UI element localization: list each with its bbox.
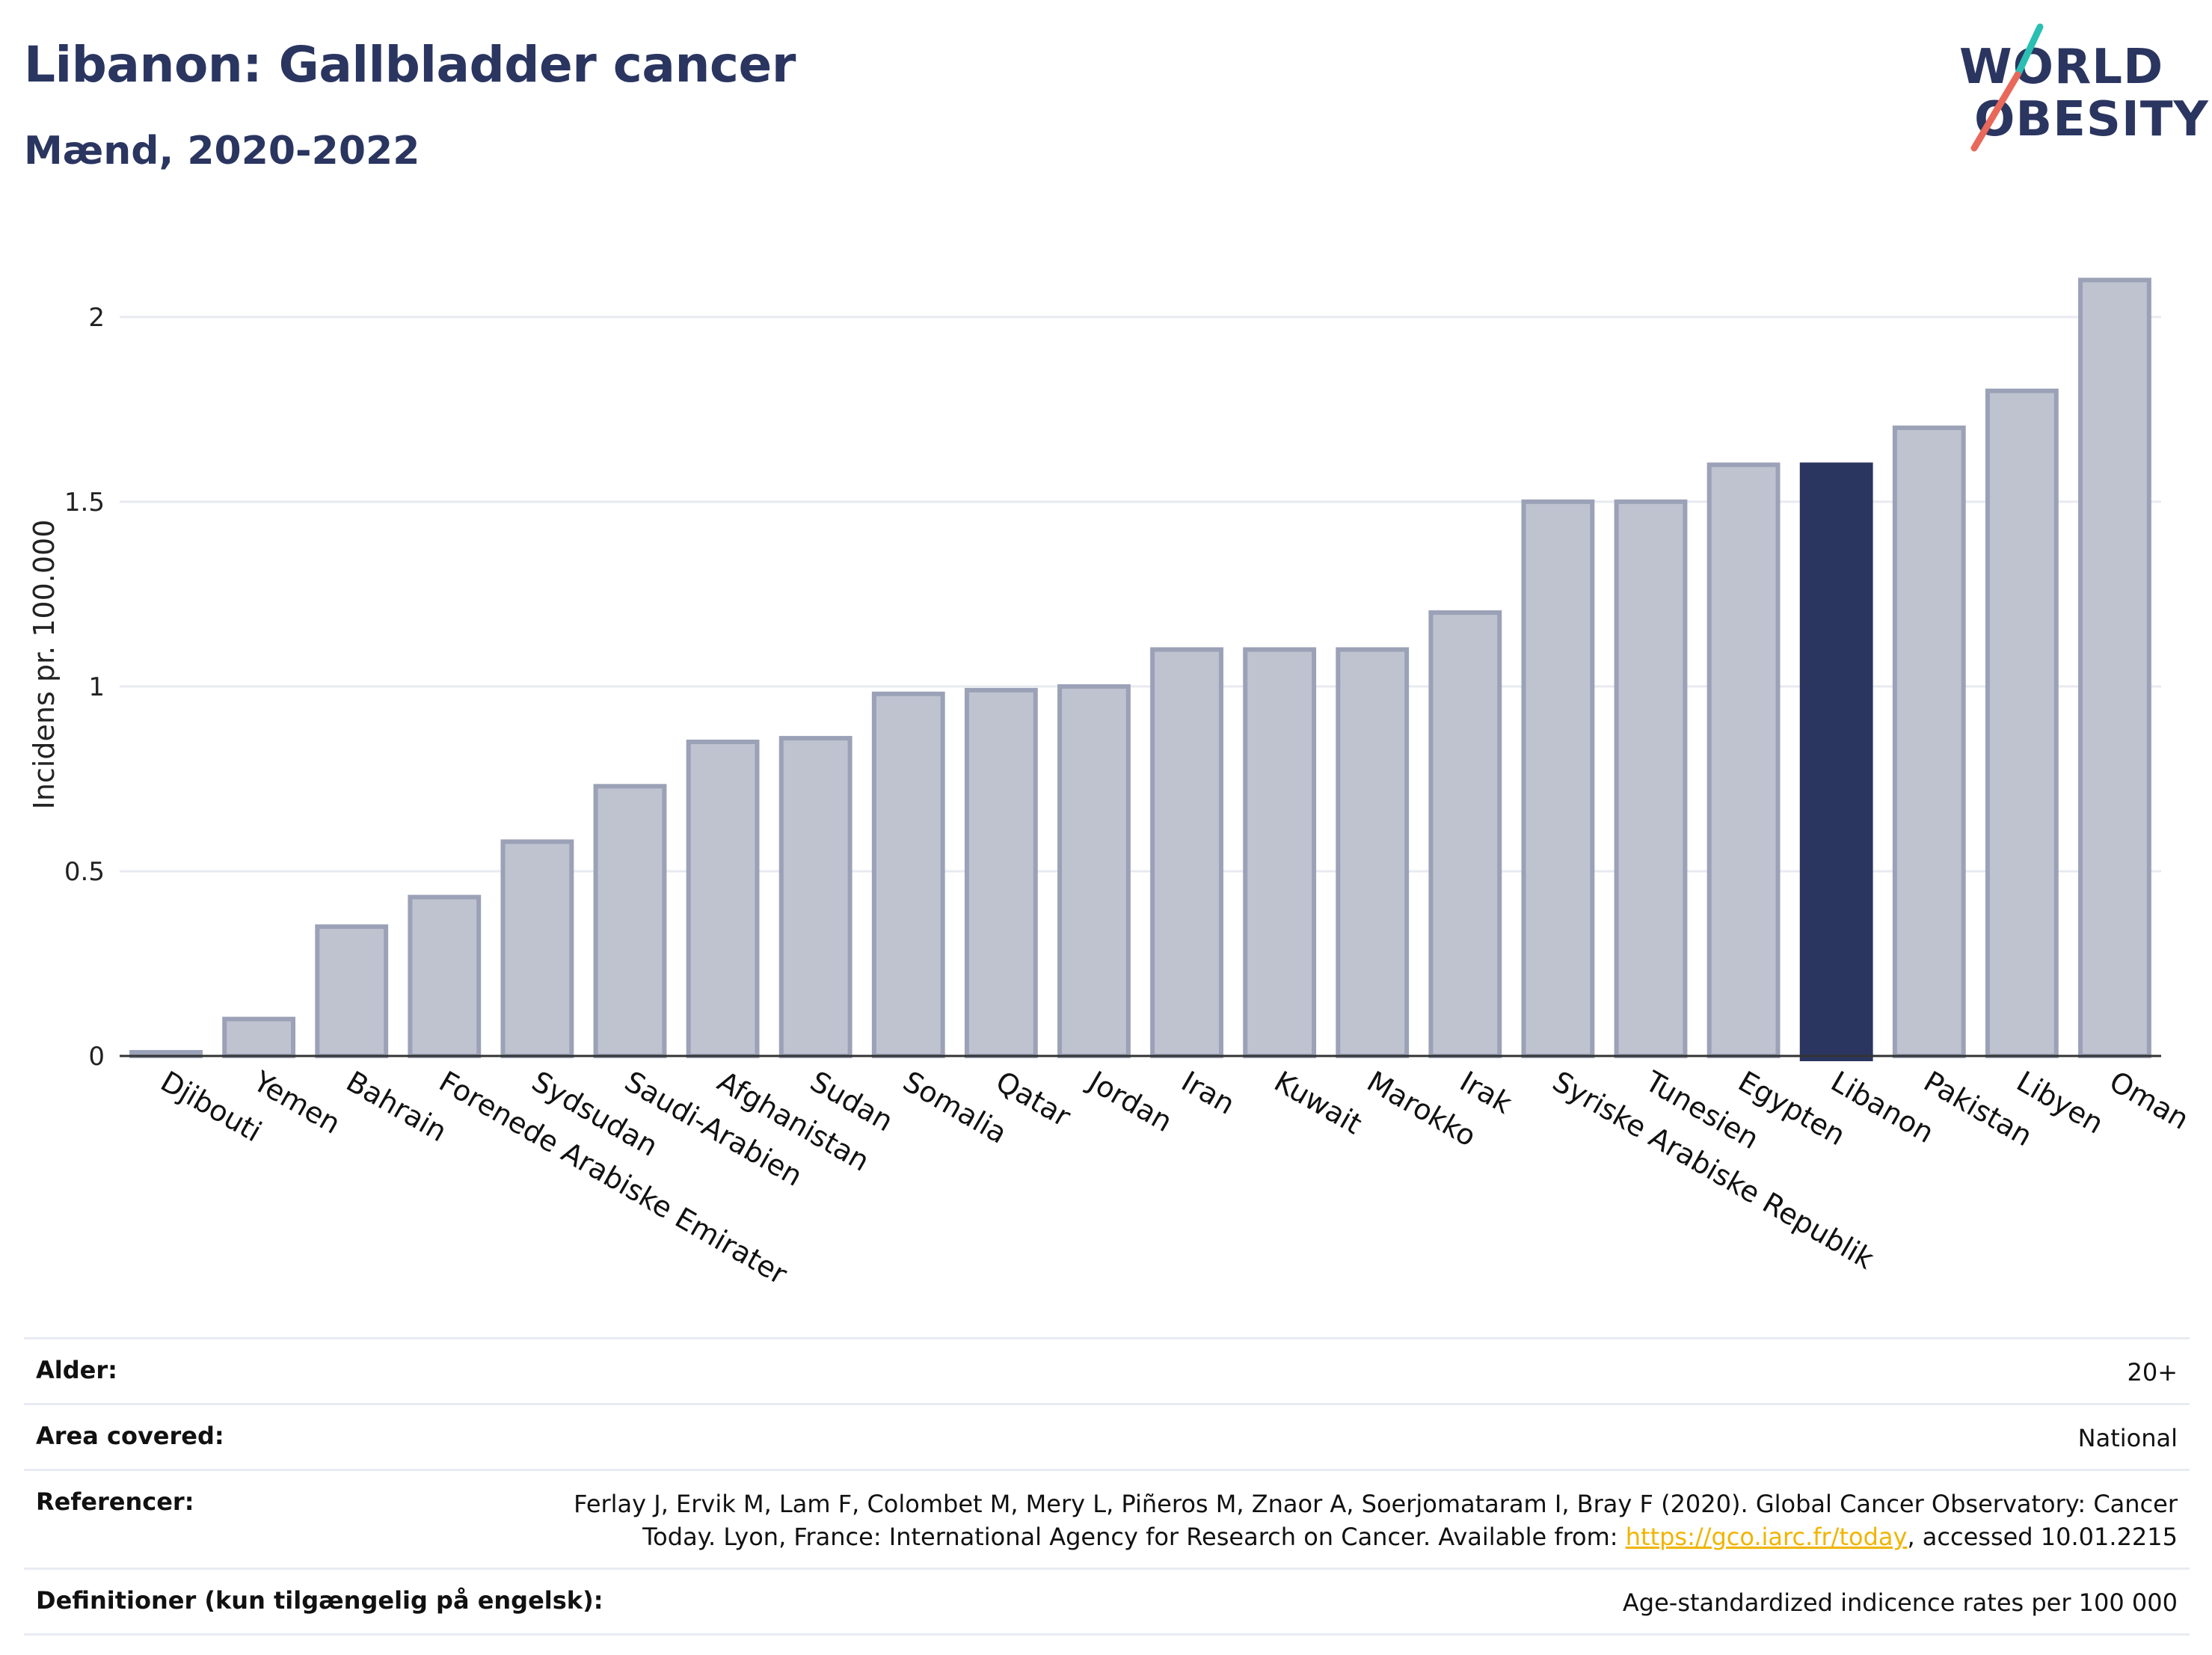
y-tick-label: 0.5 [64, 857, 105, 887]
bar-pakistan [1892, 426, 1966, 1058]
bar-saudi-arabien [593, 784, 667, 1059]
y-axis-ticks: 0 0.5 1 1.5 2 [64, 303, 105, 1072]
world-obesity-logo: WORLD OBESITY [1944, 21, 2208, 156]
area-value: National [2077, 1423, 2178, 1452]
bar-qatar [964, 687, 1038, 1058]
bar-forenede-arabiske-emirater [408, 894, 482, 1058]
bar-libanon [1799, 462, 1873, 1062]
references-value: Ferlay J, Ervik M, Lam F, Colombet M, Me… [574, 1487, 2178, 1555]
info-row-area: Area covered: National [24, 1405, 2190, 1471]
y-axis-title: Incidens pr. 100.000 [28, 520, 61, 810]
bar-marokko [1336, 647, 1410, 1058]
bar-egypten [1706, 462, 1781, 1059]
definitions-value: Age-standardized indicence rates per 100… [1622, 1588, 2178, 1618]
reference-line-1: Ferlay J, Ervik M, Lam F, Colombet M, Me… [574, 1489, 2178, 1518]
bar-afghanistan [686, 740, 760, 1058]
logo-slash-icon [1970, 23, 2044, 152]
bar-oman [2078, 277, 2151, 1059]
reference-line-2-prefix: Today. Lyon, France: International Agenc… [642, 1523, 1626, 1552]
y-tick-label: 2 [88, 303, 105, 333]
x-tick-label: Jordan [1082, 1064, 1178, 1139]
logo-line-obesity: OBESITY [1974, 92, 2209, 147]
age-label: Alder: [36, 1356, 117, 1384]
bar-sudan [778, 736, 852, 1059]
info-row-definitions: Definitioner (kun tilgængelig på engelsk… [24, 1570, 2190, 1636]
info-table: Alder: 20+ Area covered: National Refere… [24, 1337, 2190, 1636]
info-row-age: Alder: 20+ [24, 1339, 2190, 1405]
age-value: 20+ [2127, 1358, 2178, 1387]
chart-subtitle: Mænd, 2020-2022 [24, 129, 420, 174]
bar-syriske-arabiske-republik [1521, 499, 1595, 1058]
x-tick-label: Oman [2104, 1065, 2194, 1136]
chart-title: Libanon: Gallbladder cancer [24, 36, 796, 93]
bar-kuwait [1243, 647, 1317, 1058]
x-tick-label: Syriske Arabiske Republik [1547, 1065, 1879, 1276]
bar-iran [1150, 647, 1223, 1058]
bar-tunesien [1614, 499, 1688, 1058]
x-tick-label: Somalia [897, 1065, 1013, 1150]
y-tick-label: 1 [88, 672, 105, 702]
bar-jordan [1057, 684, 1131, 1059]
x-tick-label: Yemen [248, 1064, 346, 1140]
area-label: Area covered: [36, 1421, 224, 1450]
x-tick-label: Bahrain [341, 1065, 452, 1149]
y-tick-label: 0 [88, 1042, 105, 1072]
info-row-references: Referencer: Ferlay J, Ervik M, Lam F, Co… [24, 1471, 2190, 1570]
bar-bahrain [315, 924, 389, 1058]
reference-line-2-suffix: , accessed 10.01.2215 [1907, 1523, 2178, 1552]
bar-sydsudan [500, 839, 574, 1058]
bar-libyen [1985, 388, 2059, 1058]
x-tick-label: Iran [1176, 1065, 1241, 1121]
bar-somalia [871, 691, 945, 1058]
x-tick-label: Djibouti [156, 1065, 268, 1149]
references-label: Referencer: [36, 1487, 194, 1516]
x-tick-label: Irak [1454, 1065, 1517, 1120]
bar-yemen [222, 1016, 296, 1059]
reference-link[interactable]: https://gco.iarc.fr/today [1625, 1523, 1908, 1552]
bars [129, 277, 2151, 1062]
definitions-label: Definitioner (kun tilgængelig på engelsk… [36, 1586, 603, 1615]
bar-irak [1428, 610, 1502, 1058]
x-tick-label: Kuwait [1269, 1065, 1368, 1141]
y-tick-label: 1.5 [64, 488, 105, 518]
logo-line-world: WORLD [1959, 40, 2164, 95]
